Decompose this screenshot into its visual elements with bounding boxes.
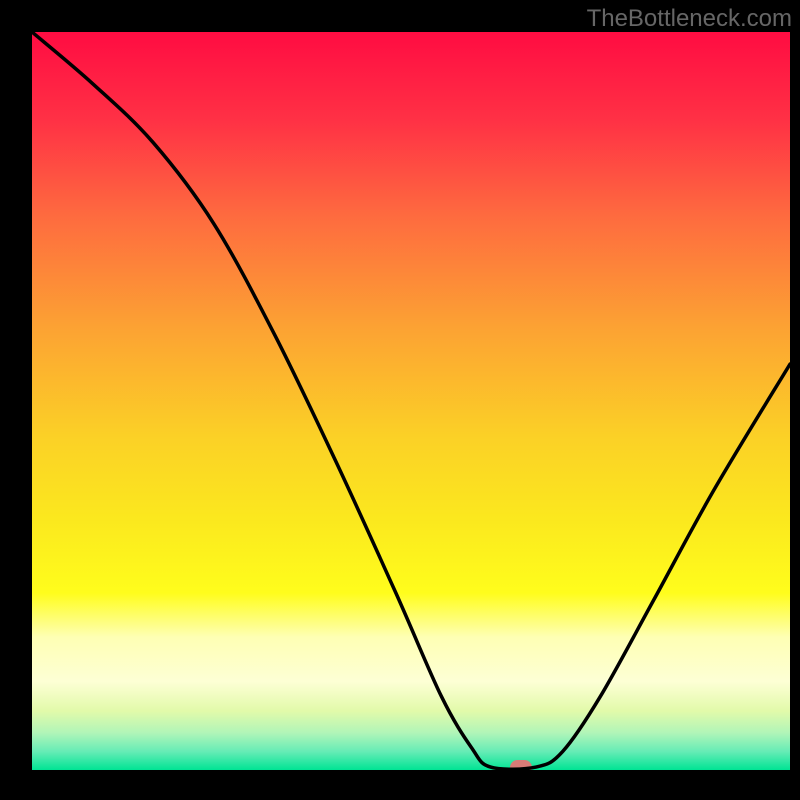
bottleneck-curve <box>32 32 790 770</box>
watermark-label: TheBottleneck.com <box>587 5 792 33</box>
chart-frame: TheBottleneck.com <box>0 0 800 800</box>
plot-area <box>32 32 790 770</box>
